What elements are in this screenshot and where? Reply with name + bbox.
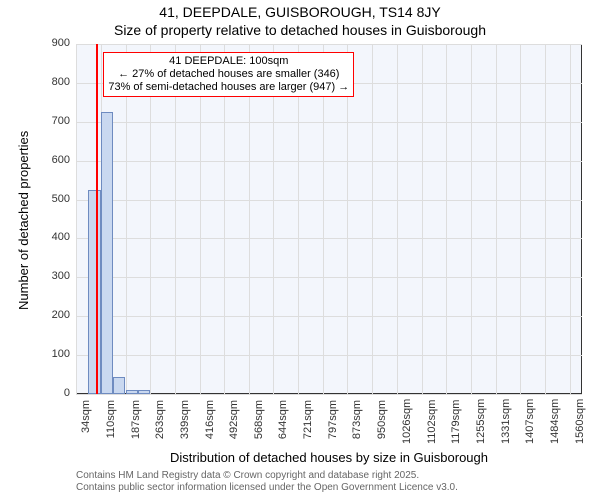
x-tick-label: 416sqm [204,400,216,444]
y-tick-label: 200 [52,309,70,321]
y-tick-label: 0 [64,387,70,399]
chart-subtitle: Size of property relative to detached ho… [0,22,600,38]
x-tick-label: 1331sqm [500,400,512,444]
attribution-line-2: Contains public sector information licen… [76,482,458,494]
attribution-line-1: Contains HM Land Registry data © Crown c… [76,470,419,482]
histogram-bar [101,112,113,394]
callout-smaller: ← 27% of detached houses are smaller (34… [108,68,349,81]
x-tick-label: 1560sqm [574,400,586,444]
callout-larger: 73% of semi-detached houses are larger (… [108,81,349,94]
y-axis-label: Number of detached properties [16,131,31,310]
x-tick-label: 1179sqm [450,400,462,444]
histogram-bar [126,390,138,394]
x-tick-label: 797sqm [327,400,339,444]
callout-box: 41 DEEPDALE: 100sqm← 27% of detached hou… [103,52,354,98]
y-tick-label: 600 [52,154,70,166]
chart-title: 41, DEEPDALE, GUISBOROUGH, TS14 8JY [0,4,600,20]
x-tick-label: 644sqm [277,400,289,444]
x-tick-label: 34sqm [80,400,92,444]
x-tick-label: 187sqm [130,400,142,444]
x-tick-label: 721sqm [302,400,314,444]
x-tick-label: 263sqm [154,400,166,444]
histogram-bar [113,377,126,395]
x-tick-label: 873sqm [351,400,363,444]
y-tick-label: 700 [52,115,70,127]
callout-title: 41 DEEPDALE: 100sqm [108,55,349,68]
x-tick-label: 492sqm [228,400,240,444]
y-tick-label: 900 [52,37,70,49]
x-tick-label: 110sqm [105,400,117,444]
x-tick-label: 339sqm [179,400,191,444]
chart-container: { "title": "41, DEEPDALE, GUISBOROUGH, T… [0,0,600,500]
x-tick-label: 1102sqm [426,400,438,444]
x-tick-label: 1484sqm [549,400,561,444]
x-tick-label: 1026sqm [401,400,413,444]
y-tick-label: 500 [52,193,70,205]
y-tick-label: 100 [52,348,70,360]
y-tick-label: 400 [52,231,70,243]
x-tick-label: 1407sqm [524,400,536,444]
x-axis-label: Distribution of detached houses by size … [76,450,582,465]
histogram-bar [138,390,150,394]
y-tick-label: 800 [52,76,70,88]
x-tick-label: 1255sqm [475,400,487,444]
x-tick-label: 950sqm [376,400,388,444]
property-marker-line [96,44,98,394]
histogram-bar [88,190,100,394]
x-tick-label: 568sqm [253,400,265,444]
y-tick-label: 300 [52,270,70,282]
